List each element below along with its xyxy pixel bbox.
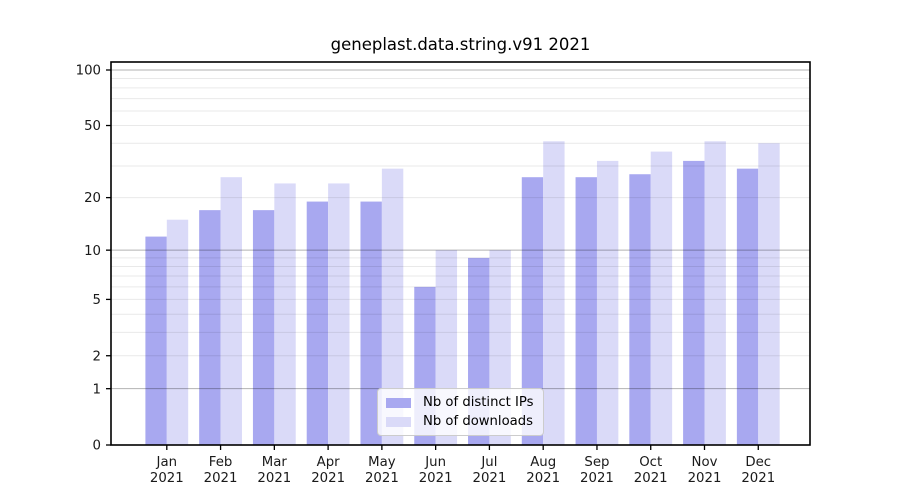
bar: [145, 236, 167, 445]
chart-title: geneplast.data.string.v91 2021: [330, 35, 591, 54]
x-tick-month: Feb: [209, 455, 233, 470]
bar: [650, 151, 673, 445]
y-tick-label: 1: [93, 382, 101, 397]
legend-label-distinct-ips: Nb of distinct IPs: [423, 395, 534, 410]
x-tick-month: Apr: [317, 455, 341, 470]
y-tick-label: 100: [76, 64, 101, 79]
bar: [736, 168, 759, 445]
legend: Nb of distinct IPs Nb of downloads: [377, 388, 544, 436]
bar: [683, 160, 705, 445]
x-tick-year: 2021: [741, 471, 775, 486]
y-tick-label: 20: [84, 191, 101, 206]
x-tick-month: May: [368, 455, 396, 470]
x-tick-month: Sep: [584, 455, 609, 470]
bar: [306, 201, 329, 445]
y-tick-label: 0: [93, 439, 101, 454]
x-tick-year: 2021: [688, 471, 722, 486]
x-tick-year: 2021: [150, 471, 184, 486]
legend-swatch-distinct-ips: [386, 397, 411, 408]
x-tick-month: Jun: [424, 455, 446, 470]
legend-swatch-downloads: [386, 416, 411, 427]
bar: [220, 177, 242, 445]
x-tick-month: Jan: [156, 455, 178, 470]
x-tick-year: 2021: [580, 471, 614, 486]
legend-item-distinct-ips: Nb of distinct IPs: [386, 395, 543, 410]
x-tick-year: 2021: [257, 471, 291, 486]
bar: [629, 174, 651, 446]
x-tick-month: Dec: [745, 455, 771, 470]
bar: [596, 160, 619, 445]
legend-item-downloads: Nb of downloads: [386, 414, 543, 429]
bar: [199, 210, 221, 445]
x-tick-month: Mar: [262, 455, 288, 470]
bar: [328, 183, 350, 445]
x-tick-month: Oct: [639, 455, 662, 470]
x-tick-year: 2021: [526, 471, 560, 486]
x-tick-year: 2021: [419, 471, 453, 486]
grid-minor: [111, 77, 810, 357]
x-axis: Jan2021Feb2021Mar2021Apr2021May2021Jun20…: [150, 445, 775, 486]
x-tick-year: 2021: [311, 471, 345, 486]
bar: [575, 177, 597, 445]
y-tick-label: 10: [84, 244, 101, 259]
bar: [252, 210, 275, 445]
x-tick-month: Jul: [480, 455, 497, 470]
x-tick-year: 2021: [204, 471, 238, 486]
x-tick-month: Nov: [692, 455, 718, 470]
x-tick-year: 2021: [472, 471, 506, 486]
y-axis: 0 1 2 5 10 20 50 100: [76, 64, 111, 454]
x-tick-month: Aug: [530, 455, 556, 470]
axes-frame: [110, 61, 811, 446]
x-tick-year: 2021: [365, 471, 399, 486]
bar: [274, 183, 296, 445]
bar: [360, 201, 382, 445]
bar: [381, 168, 404, 445]
bar: [543, 141, 565, 446]
legend-label-downloads: Nb of downloads: [423, 414, 533, 429]
y-tick-label: 5: [93, 293, 101, 308]
bar: [166, 219, 189, 445]
bar: [521, 177, 544, 445]
y-tick-label: 2: [93, 349, 101, 364]
bars-series-1: [166, 141, 780, 446]
bar: [758, 143, 780, 445]
x-tick-year: 2021: [634, 471, 668, 486]
bar: [704, 141, 726, 446]
y-tick-label: 50: [84, 119, 101, 134]
